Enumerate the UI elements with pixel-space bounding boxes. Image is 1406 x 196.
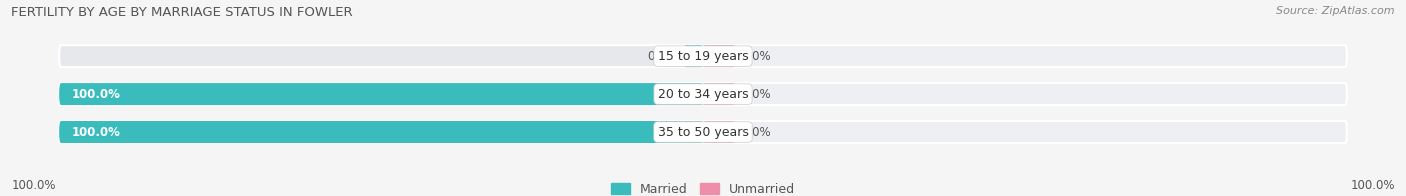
- Text: 100.0%: 100.0%: [72, 125, 121, 139]
- FancyBboxPatch shape: [59, 121, 703, 143]
- Text: FERTILITY BY AGE BY MARRIAGE STATUS IN FOWLER: FERTILITY BY AGE BY MARRIAGE STATUS IN F…: [11, 6, 353, 19]
- Text: Source: ZipAtlas.com: Source: ZipAtlas.com: [1277, 6, 1395, 16]
- FancyBboxPatch shape: [59, 121, 703, 143]
- Text: 0.0%: 0.0%: [741, 125, 772, 139]
- FancyBboxPatch shape: [703, 45, 735, 67]
- FancyBboxPatch shape: [59, 83, 703, 105]
- Text: 15 to 19 years: 15 to 19 years: [658, 50, 748, 63]
- Text: 0.0%: 0.0%: [741, 88, 772, 101]
- FancyBboxPatch shape: [59, 83, 703, 105]
- Legend: Married, Unmarried: Married, Unmarried: [612, 183, 794, 196]
- FancyBboxPatch shape: [683, 45, 703, 67]
- Text: 100.0%: 100.0%: [11, 179, 56, 192]
- FancyBboxPatch shape: [703, 45, 1347, 67]
- Text: 20 to 34 years: 20 to 34 years: [658, 88, 748, 101]
- Text: 0.0%: 0.0%: [648, 50, 678, 63]
- FancyBboxPatch shape: [703, 83, 1347, 105]
- FancyBboxPatch shape: [703, 83, 735, 105]
- Text: 0.0%: 0.0%: [741, 50, 772, 63]
- Text: 100.0%: 100.0%: [1350, 179, 1395, 192]
- FancyBboxPatch shape: [703, 121, 1347, 143]
- Text: 35 to 50 years: 35 to 50 years: [658, 125, 748, 139]
- Text: 100.0%: 100.0%: [72, 88, 121, 101]
- FancyBboxPatch shape: [703, 121, 735, 143]
- FancyBboxPatch shape: [59, 45, 703, 67]
